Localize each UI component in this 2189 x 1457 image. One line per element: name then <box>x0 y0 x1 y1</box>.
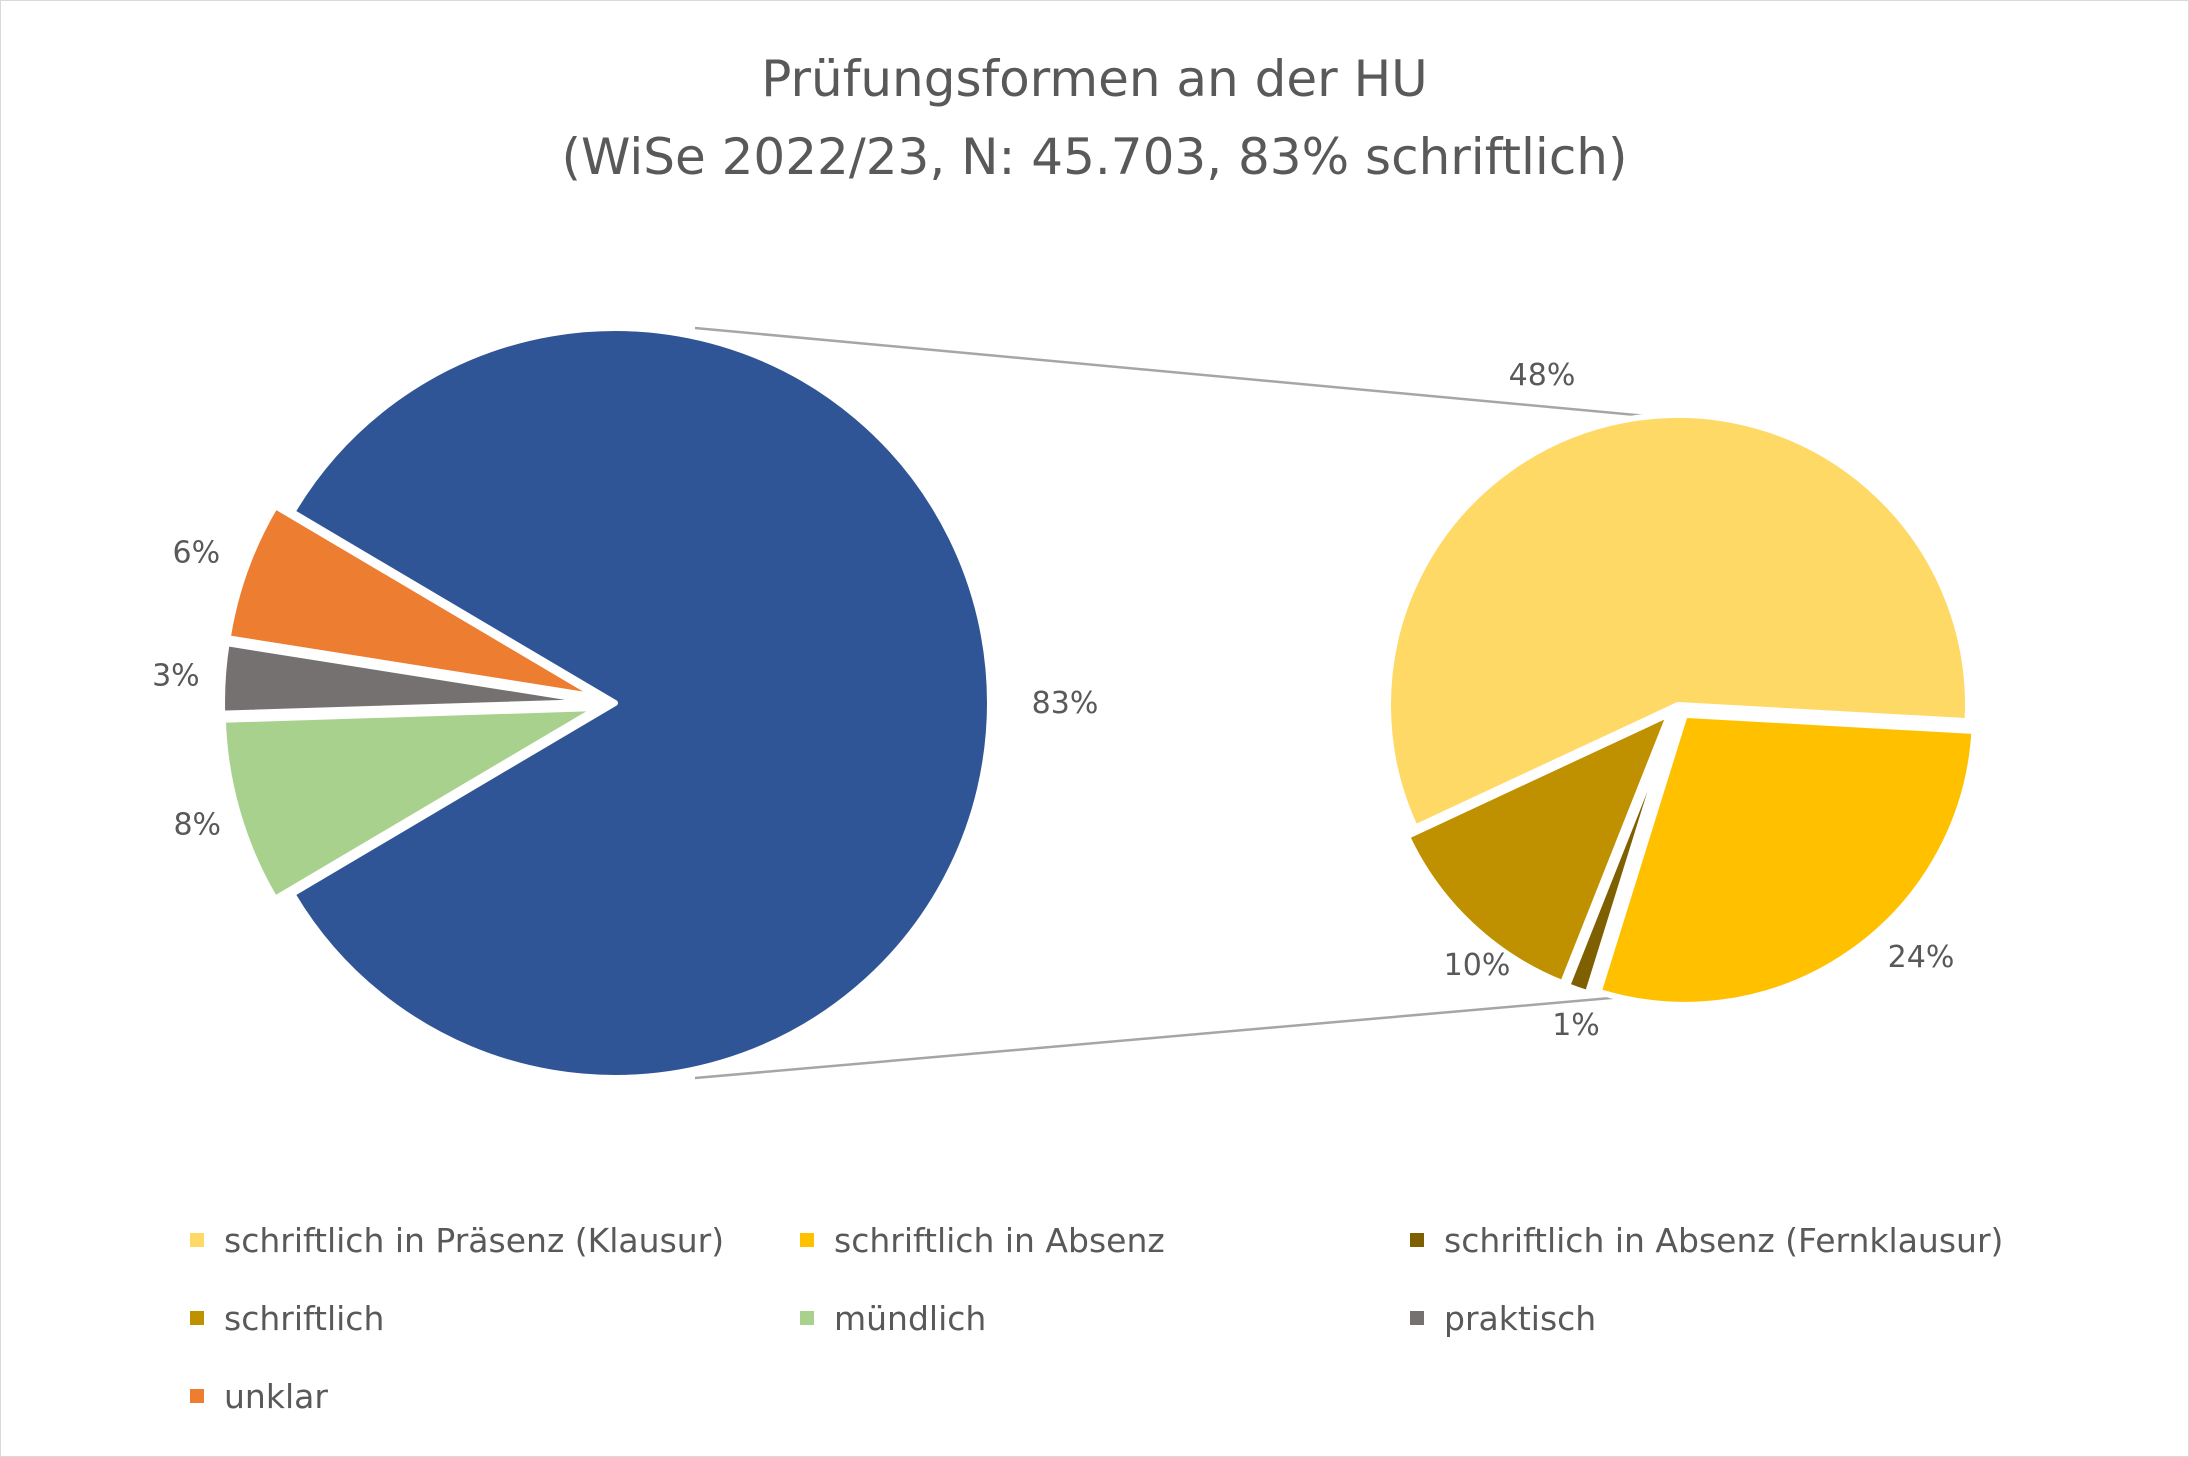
slice-schriftlich <box>289 325 993 1081</box>
chart-title: Prüfungsformen an der HU <box>761 50 1428 108</box>
detail-slice-schriftlich <box>1403 710 1673 987</box>
legend-label: schriftlich in Absenz <box>834 1220 1165 1260</box>
slice-unklar <box>224 503 602 700</box>
label-schriftlich: 83% <box>1032 686 1099 721</box>
legend-label: mündlich <box>834 1298 987 1338</box>
detail-label-schriftlich: 10% <box>1444 948 1511 983</box>
connector-lines <box>694 326 1669 1080</box>
label-praktisch: 3% <box>152 658 200 693</box>
detail-slice-schriftlich-in-absenz <box>1595 711 1978 1008</box>
legend-item-schriftlich-in-absenz-fernklausur: schriftlich in Absenz (Fernklausur) <box>1410 1215 2090 1265</box>
legend: schriftlich in Präsenz (Klausur) schriftl… <box>190 1215 2090 1421</box>
label-muendlich: 8% <box>173 807 221 842</box>
legend-swatch <box>190 1233 204 1247</box>
legend-item-unklar: unklar <box>190 1371 800 1421</box>
detail-label-schriftlich-in-absenz-fernklausur: 1% <box>1552 1008 1600 1043</box>
chart-subtitle: (WiSe 2022/23, N: 45.703, 83% schriftlic… <box>561 128 1628 186</box>
detail-slice-schriftlich-in-praesenz-klausur <box>1385 412 1971 831</box>
legend-swatch <box>190 1311 204 1325</box>
legend-swatch <box>800 1311 814 1325</box>
legend-swatch <box>1410 1311 1424 1325</box>
legend-item-schriftlich-in-praesenz-klausur: schriftlich in Präsenz (Klausur) <box>190 1215 800 1265</box>
label-unklar: 6% <box>173 535 221 570</box>
detail-label-schriftlich-in-praesenz-klausur: 48% <box>1509 358 1576 393</box>
legend-item-praktisch: praktisch <box>1410 1293 2090 1343</box>
legend-label: praktisch <box>1444 1298 1597 1338</box>
main-pie <box>219 325 993 1081</box>
slice-praktisch <box>219 640 601 717</box>
slice-muendlich <box>219 705 601 902</box>
legend-label: schriftlich <box>224 1298 385 1338</box>
legend-label: unklar <box>224 1376 328 1416</box>
legend-item-schriftlich: schriftlich <box>190 1293 800 1343</box>
legend-swatch <box>190 1389 204 1403</box>
detail-slice-schriftlich-in-absenz-fernklausur <box>1564 713 1677 997</box>
legend-swatch <box>1410 1233 1424 1247</box>
legend-swatch <box>800 1233 814 1247</box>
detail-label-schriftlich-in-absenz: 24% <box>1888 940 1955 975</box>
legend-item-schriftlich-in-absenz: schriftlich in Absenz <box>800 1215 1410 1265</box>
detail-pie <box>1385 412 1978 1008</box>
legend-label: schriftlich in Präsenz (Klausur) <box>224 1220 725 1260</box>
data-labels: 83% 8% 3% 6% 48% 24% 1% 10% <box>152 358 1954 1043</box>
legend-label: schriftlich in Absenz (Fernklausur) <box>1444 1220 2004 1260</box>
connector-line-top <box>694 326 1659 419</box>
legend-item-muendlich: mündlich <box>800 1293 1410 1343</box>
connector-line-bottom <box>694 991 1669 1080</box>
